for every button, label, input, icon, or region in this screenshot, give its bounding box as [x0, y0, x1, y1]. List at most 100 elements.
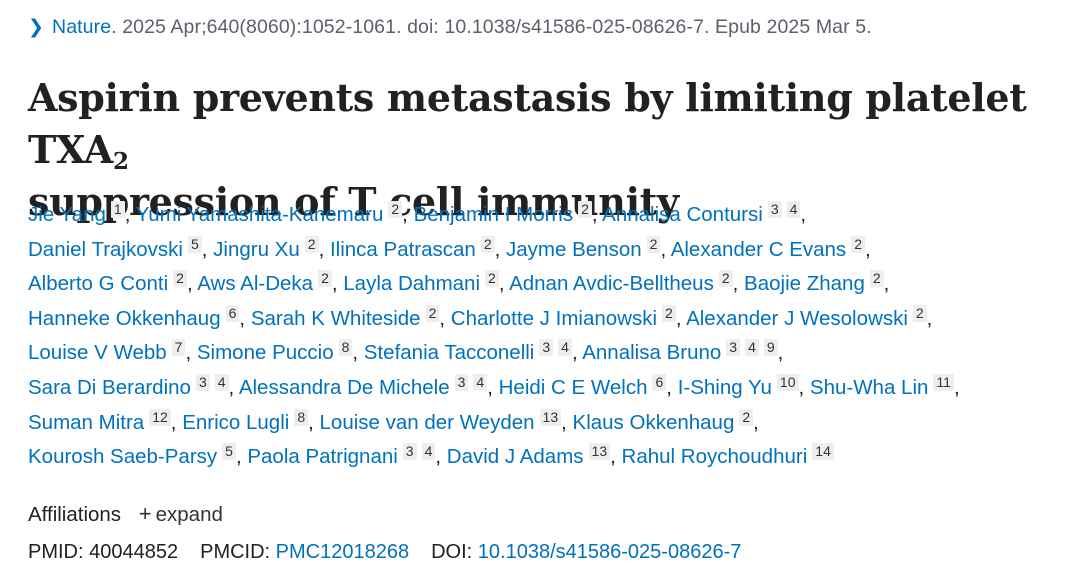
affiliation-number-link[interactable]: 3 [539, 339, 554, 357]
author-list: Jie Yang 1, Yumi Yamashita-Kanemaru 2, Ben… [28, 201, 1073, 478]
author-link[interactable]: Yumi Yamashita-Kanemaru [135, 203, 384, 226]
author-link[interactable]: Alessandra De Michele [238, 375, 450, 399]
affiliation-number-link[interactable]: 2 [304, 235, 319, 253]
affiliation-number-link[interactable]: 2 [912, 304, 927, 322]
plus-icon: + [138, 501, 152, 526]
author-link[interactable]: Jie Yang [28, 203, 106, 226]
author-link[interactable]: Louise V Webb [28, 341, 167, 365]
affiliation-number-link[interactable]: 3 [767, 201, 782, 218]
affiliation-number-link[interactable]: 2 [480, 235, 495, 253]
author-link[interactable]: Stefania Tacconelli [363, 341, 535, 365]
author-link[interactable]: I-Shing Yu [677, 375, 772, 399]
author-link[interactable]: Jayme Benson [506, 237, 642, 261]
article-title: Aspirin prevents metastasis by limiting … [28, 72, 1068, 228]
author-link[interactable]: Klaus Okkenhaug [572, 410, 735, 434]
affiliation-number-link[interactable]: 10 [776, 373, 799, 391]
author-link[interactable]: Simone Puccio [196, 341, 334, 365]
affiliations-row: Affiliations + expand [28, 501, 223, 527]
affiliation-number-link[interactable]: 5 [187, 235, 202, 253]
affiliation-number-link[interactable]: 2 [173, 270, 187, 288]
affiliation-number-link[interactable]: 13 [539, 408, 562, 426]
pmid-label: PMID: [28, 541, 84, 563]
affiliation-number-link[interactable]: 2 [869, 270, 884, 288]
affiliation-number-link[interactable]: 2 [646, 235, 661, 253]
affiliation-number-link[interactable]: 4 [214, 373, 229, 391]
affiliation-number-link[interactable]: 2 [578, 201, 592, 218]
title-rest: suppression of T cell immunity [28, 179, 679, 224]
author-line: Daniel Trajkovski 5, Jingru Xu 2, Ilinca P… [28, 235, 871, 261]
author-link[interactable]: Annalisa Bruno [582, 341, 722, 365]
affiliation-number-link[interactable]: 4 [745, 339, 759, 357]
author-line: Alberto G Conti 2, Aws Al-Deka 2, Layla Da… [28, 270, 890, 296]
affiliation-number-link[interactable]: 3 [454, 373, 469, 391]
affiliation-number-link[interactable]: 6 [225, 304, 240, 322]
affiliations-expand-toggle[interactable]: + expand [138, 501, 223, 526]
author-link[interactable]: Alberto G Conti [28, 272, 169, 296]
affiliation-number-link[interactable]: 2 [739, 408, 754, 426]
affiliation-number-link[interactable]: 6 [652, 373, 667, 391]
author-link[interactable]: Benjamin I Morris [413, 203, 574, 226]
affiliation-number-link[interactable]: 8 [338, 339, 353, 357]
author-line: Hanneke Okkenhaug 6, Sarah K Whiteside 2, … [28, 304, 933, 330]
author-link[interactable]: Rahul Roychoudhuri [621, 445, 808, 469]
author-link[interactable]: Paola Patrignani [247, 445, 398, 469]
citation-details: 2025 Apr;640(8060):1052-1061. doi: 10.10… [116, 16, 872, 38]
journal-link[interactable]: Nature. [52, 16, 117, 38]
author-link[interactable]: Shu-Wha Lin [809, 375, 929, 399]
author-link[interactable]: Layla Dahmani [343, 272, 481, 296]
title-main: Aspirin prevents metastasis by limiting … [28, 75, 1027, 172]
author-link[interactable]: Sarah K Whiteside [250, 306, 421, 330]
affiliation-number-link[interactable]: 3 [195, 373, 210, 391]
affiliation-number-link[interactable]: 2 [388, 201, 403, 218]
author-link[interactable]: Baojie Zhang [744, 272, 865, 296]
affiliation-number-link[interactable]: 5 [222, 443, 236, 461]
affiliation-number-link[interactable]: 14 [812, 443, 834, 461]
affiliation-number-link[interactable]: 3 [726, 339, 741, 357]
author-link[interactable]: Ilinca Patrascan [329, 237, 476, 261]
affiliation-number-link[interactable]: 2 [485, 270, 499, 288]
affiliation-number-link[interactable]: 4 [421, 443, 436, 461]
affiliation-number-link[interactable]: 12 [149, 408, 171, 426]
author-link[interactable]: David J Adams [446, 445, 584, 469]
author-link[interactable]: Annalisa Contursi [602, 203, 763, 226]
author-line: Louise V Webb 7, Simone Puccio 8, Stefania… [28, 339, 784, 365]
pmcid-link[interactable]: PMC12018268 [275, 541, 410, 563]
affiliation-number-link[interactable]: 9 [763, 339, 778, 357]
author-link[interactable]: Hanneke Okkenhaug [28, 306, 221, 330]
author-link[interactable]: Daniel Trajkovski [28, 237, 183, 261]
affiliation-number-link[interactable]: 4 [473, 373, 488, 391]
author-link[interactable]: Sara Di Berardino [28, 375, 191, 399]
chevron-right-icon[interactable]: ❯ [28, 17, 45, 38]
affiliation-number-link[interactable]: 2 [425, 304, 440, 322]
doi-label: DOI: [431, 541, 473, 563]
affiliation-number-link[interactable]: 11 [933, 373, 954, 391]
affiliation-number-link[interactable]: 3 [402, 443, 417, 461]
affiliation-number-link[interactable]: 2 [662, 304, 676, 322]
author-link[interactable]: Jingru Xu [213, 237, 300, 261]
author-link[interactable]: Adnan Avdic-Belltheus [509, 272, 714, 296]
author-link[interactable]: Heidi C E Welch [498, 375, 648, 399]
affiliation-number-link[interactable]: 2 [851, 235, 865, 253]
affiliation-number-link[interactable]: 2 [318, 270, 332, 288]
doi-link[interactable]: 10.1038/s41586-025-08626-7 [477, 541, 742, 563]
author-link[interactable]: Aws Al-Deka [197, 272, 314, 296]
affiliations-label: Affiliations [28, 503, 122, 526]
affiliation-number-link[interactable]: 4 [786, 201, 801, 218]
author-link[interactable]: Louise van der Weyden [319, 410, 535, 434]
affiliation-number-link[interactable]: 2 [718, 270, 733, 288]
author-link[interactable]: Charlotte J Imianowski [450, 306, 658, 330]
author-link[interactable]: Kourosh Saeb-Parsy [28, 445, 218, 469]
author-link[interactable]: Suman Mitra [28, 410, 145, 434]
affiliation-number-link[interactable]: 4 [558, 339, 572, 357]
author-link[interactable]: Enrico Lugli [182, 410, 290, 434]
author-link[interactable]: Alexander C Evans [670, 237, 847, 261]
pmid-value: 40044852 [89, 541, 179, 563]
author-line: Sara Di Berardino 3 4, Alessandra De Miche… [28, 373, 960, 399]
identifier-row: PMID: 40044852 PMCID: PMC12018268 DOI: 10.… [28, 541, 741, 564]
author-link[interactable]: Alexander J Wesolowski [686, 306, 908, 330]
affiliation-number-link[interactable]: 8 [294, 408, 309, 426]
affiliation-number-link[interactable]: 13 [588, 443, 611, 461]
affiliation-number-link[interactable]: 7 [171, 339, 186, 357]
affiliation-number-link[interactable]: 1 [110, 201, 125, 218]
pmcid-label: PMCID: [200, 541, 271, 563]
